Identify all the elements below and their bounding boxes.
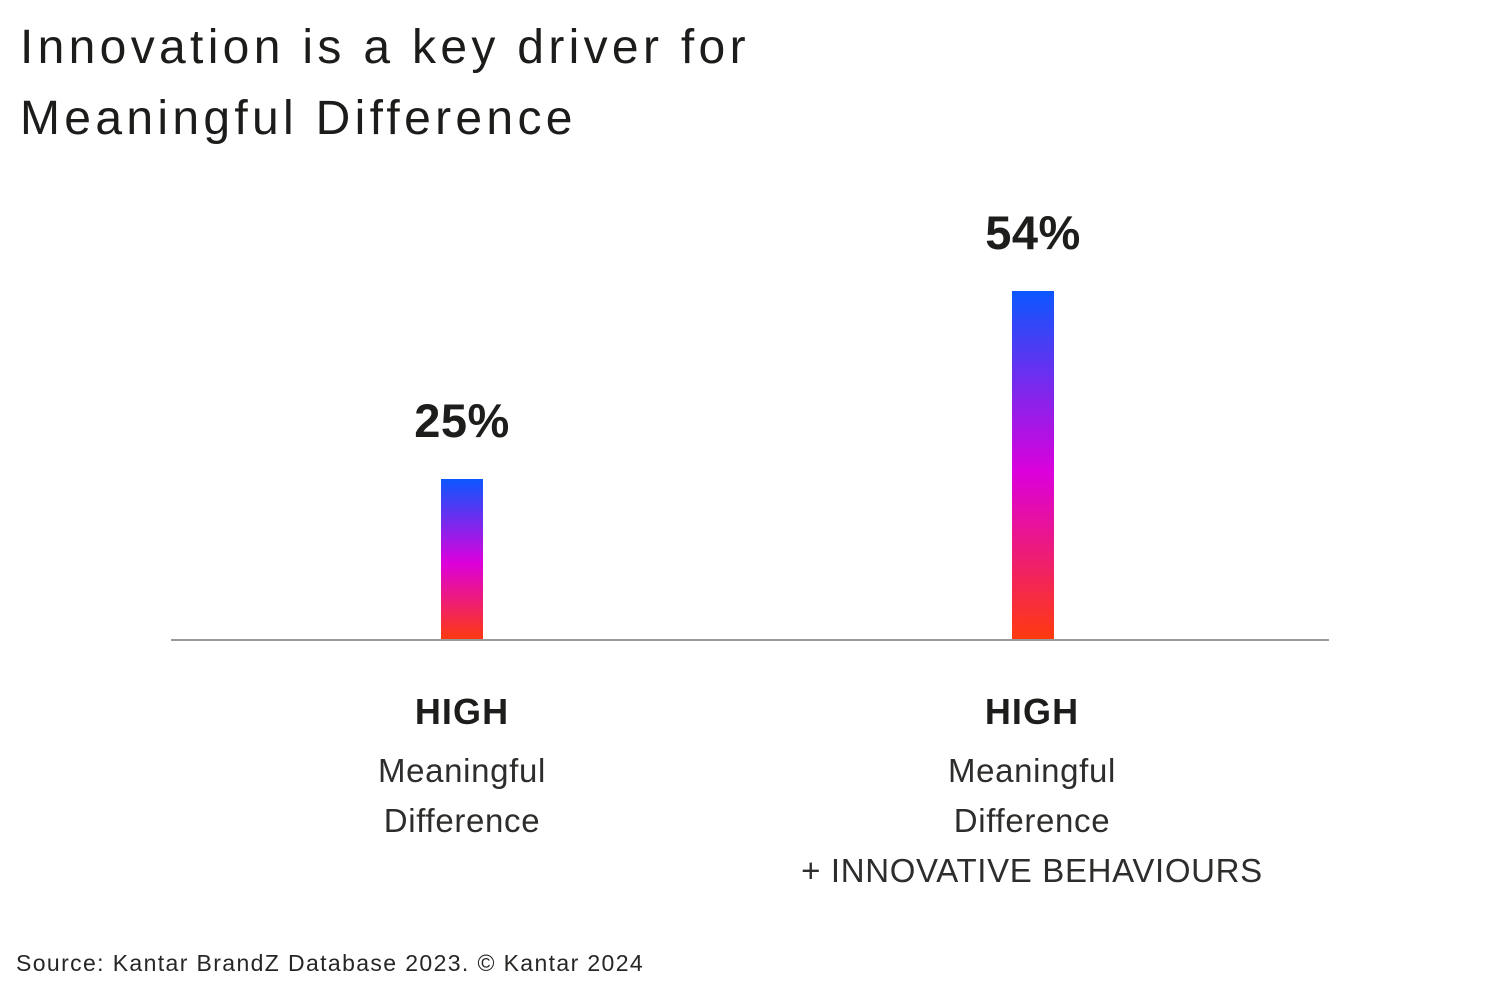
chart-title-line-2: Meaningful Difference [20, 92, 577, 145]
bar [441, 478, 483, 640]
category-line: Difference [953, 802, 1111, 839]
bar-value-label: 25% [414, 393, 510, 447]
chart-title-line-1: Innovation is a key driver for [20, 21, 750, 74]
category-line: + INNOVATIVE BEHAVIOURS [801, 852, 1263, 889]
category-line: Difference [383, 802, 541, 839]
category-title: HIGH [414, 691, 510, 732]
category-line: Meaningful [377, 752, 547, 789]
category-line: Meaningful [947, 752, 1117, 789]
source-note: Source: Kantar BrandZ Database 2023. © K… [16, 950, 645, 976]
bar-value-label: 54% [985, 206, 1081, 260]
category-label-high-meaningful-difference: HIGH Meaningful Difference [182, 690, 742, 846]
bar [1012, 291, 1054, 640]
category-title: HIGH [984, 691, 1080, 732]
category-label-high-md-innovative-behaviours: HIGH Meaningful Difference + INNOVATIVE … [752, 690, 1312, 896]
x-axis-baseline [171, 639, 1329, 641]
chart-title: Innovation is a key driver for Meaningfu… [20, 12, 750, 154]
